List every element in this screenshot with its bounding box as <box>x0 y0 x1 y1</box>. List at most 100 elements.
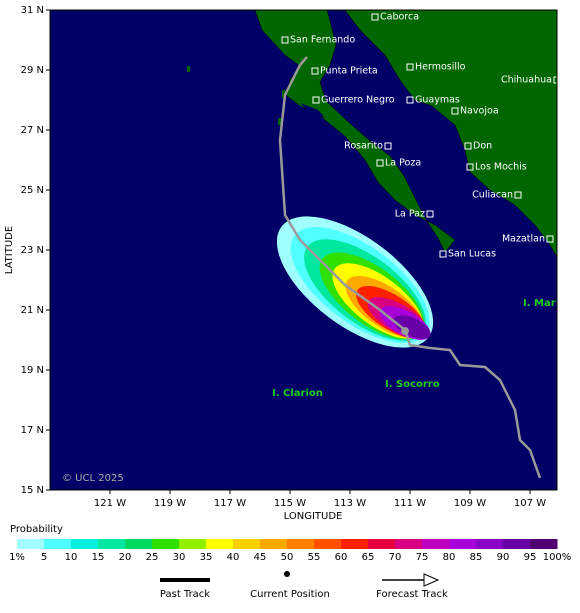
colorbar-label: 10 <box>65 552 78 563</box>
y-axis-label: LATITUDE <box>4 226 15 274</box>
city-marker <box>466 163 474 171</box>
city-marker <box>553 76 557 84</box>
island-label: I. Maria <box>523 298 566 309</box>
city-label: Caborca <box>380 12 419 23</box>
colorbar-swatch <box>44 539 72 549</box>
colorbar-label: 20 <box>119 552 132 563</box>
colorbar-label: 70 <box>389 552 402 563</box>
city-label: La Paz <box>395 209 425 220</box>
city-label: Hermosillo <box>415 62 466 73</box>
colorbar-swatch <box>341 539 369 549</box>
colorbar-swatch <box>206 539 234 549</box>
y-tick-label: 27 N <box>21 125 44 136</box>
colorbar-label: 40 <box>227 552 240 563</box>
y-tick-label: 23 N <box>21 245 44 256</box>
colorbar-label: 90 <box>497 552 510 563</box>
x-tick-label: 107 W <box>514 498 546 509</box>
track-legend-label: Past Track <box>160 589 210 600</box>
colorbar-swatch <box>368 539 396 549</box>
city-marker <box>406 96 414 104</box>
colorbar-swatch <box>71 539 99 549</box>
city-marker <box>281 36 289 44</box>
island <box>278 118 281 125</box>
city-label: Guerrero Negro <box>321 95 395 106</box>
y-tick-label: 15 N <box>21 485 44 496</box>
forecast-arrow <box>423 573 440 587</box>
island-label: I. Socorro <box>385 379 440 390</box>
city-label: Mazatlan <box>502 234 545 245</box>
colorbar-label: 80 <box>443 552 456 563</box>
colorbar-label: 65 <box>362 552 375 563</box>
city-label: Los Mochis <box>475 162 527 173</box>
colorbar-swatch <box>530 539 558 549</box>
lagoon <box>300 103 325 118</box>
track-legend-label: Forecast Track <box>376 589 448 600</box>
y-tick-label: 29 N <box>21 65 44 76</box>
colorbar-swatch <box>17 539 45 549</box>
y-tick-label: 31 N <box>21 5 44 16</box>
island <box>282 90 285 98</box>
city-marker <box>384 142 392 150</box>
city-label: Don <box>473 141 492 152</box>
city-label: Rosarito <box>344 141 383 152</box>
colorbar-label: 45 <box>254 552 267 563</box>
island <box>187 66 190 72</box>
x-tick-label: 119 W <box>154 498 186 509</box>
y-tick-label: 21 N <box>21 305 44 316</box>
colorbar-label: 50 <box>281 552 294 563</box>
city-label: Punta Prieta <box>320 66 378 77</box>
mainland <box>344 10 557 258</box>
city-marker <box>514 191 522 199</box>
copyright: © UCL 2025 <box>62 473 124 484</box>
colorbar-label: 85 <box>470 552 483 563</box>
city-label: Chihuahua <box>501 75 552 86</box>
city-marker <box>376 159 384 167</box>
city-marker <box>426 210 434 218</box>
colorbar-swatch <box>125 539 153 549</box>
colorbar-swatch <box>152 539 180 549</box>
city-marker <box>371 13 379 21</box>
x-tick-label: 117 W <box>214 498 246 509</box>
colorbar-swatch <box>98 539 126 549</box>
colorbar-label: 15 <box>92 552 105 563</box>
city-marker <box>451 107 459 115</box>
colorbar-swatch <box>314 539 342 549</box>
colorbar-label: 75 <box>416 552 429 563</box>
city-label: La Poza <box>385 158 421 169</box>
city-label: Culiacan <box>472 190 513 201</box>
x-tick-label: 115 W <box>274 498 306 509</box>
colorbar-label: 5 <box>41 552 47 563</box>
city-label: San Lucas <box>448 249 496 260</box>
map-area: © UCL 2025 Caborca San Fernando Hermosillo… <box>50 10 566 490</box>
colorbar-swatch <box>476 539 504 549</box>
colorbar-label: 55 <box>308 552 321 563</box>
city-marker <box>312 96 320 104</box>
x-tick-label: 113 W <box>334 498 366 509</box>
y-tick-label: 25 N <box>21 185 44 196</box>
probability-swath <box>276 216 434 348</box>
x-tick-label: 111 W <box>394 498 426 509</box>
colorbar-label: 100% <box>543 552 572 563</box>
current-position <box>401 327 409 335</box>
track-legend-label: Current Position <box>250 589 330 600</box>
city-marker <box>439 250 447 258</box>
colorbar-swatch <box>395 539 423 549</box>
x-axis-label: LONGITUDE <box>284 511 343 522</box>
legend-title: Probability <box>10 524 63 535</box>
island-label: I. Clarion <box>272 388 323 399</box>
colorbar-label: 35 <box>200 552 213 563</box>
city-marker <box>464 142 472 150</box>
colorbar-swatch <box>260 539 288 549</box>
city-marker <box>546 235 554 243</box>
city-label: San Fernando <box>290 35 355 46</box>
colorbar-label: 95 <box>524 552 537 563</box>
city-marker <box>406 63 414 71</box>
current-position-key <box>284 571 290 577</box>
colorbar-label: 1% <box>9 552 25 563</box>
x-tick-label: 109 W <box>454 498 486 509</box>
colorbar-label: 25 <box>146 552 159 563</box>
y-tick-label: 17 N <box>21 425 44 436</box>
y-tick-label: 19 N <box>21 365 44 376</box>
colorbar-swatch <box>233 539 261 549</box>
